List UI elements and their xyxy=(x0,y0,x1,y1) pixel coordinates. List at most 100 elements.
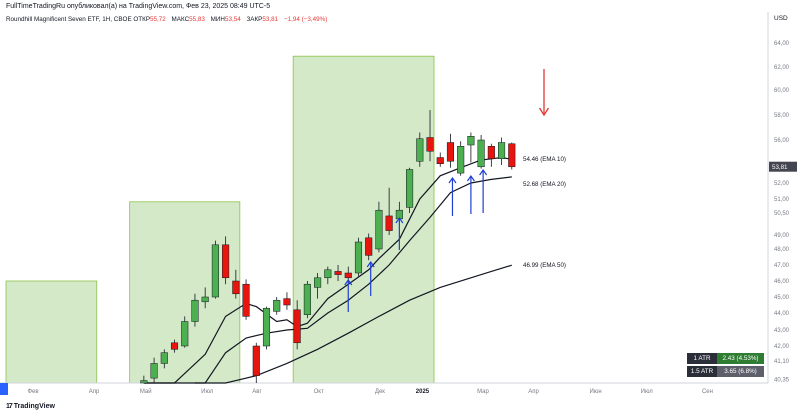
up-arrow-head xyxy=(344,278,353,286)
candle-body-up xyxy=(477,139,485,168)
candle-body-down xyxy=(334,271,342,275)
candle-body-up xyxy=(498,142,506,159)
low-value: 53,54 xyxy=(224,16,241,23)
candle-body-down xyxy=(222,244,230,279)
candle-body-down xyxy=(508,143,516,168)
x-tick-label: Мар xyxy=(477,389,489,395)
ema-label: 46.99 (EMA 50) xyxy=(523,262,566,269)
highlight-zones xyxy=(5,55,435,384)
candle-body-up xyxy=(416,138,424,162)
ema-lines xyxy=(143,156,512,384)
highlight-zone xyxy=(292,55,435,384)
candle xyxy=(487,143,495,167)
candle-body-up xyxy=(181,321,189,347)
y-tick-label: 45,00 xyxy=(774,295,790,301)
candle-body-up xyxy=(191,299,199,322)
candle xyxy=(416,132,424,167)
x-tick-label: Июн xyxy=(590,389,602,395)
low-label: МИН xyxy=(210,16,225,23)
candle xyxy=(375,201,383,253)
candle-body-up xyxy=(303,283,311,315)
up-arrow-head xyxy=(395,216,404,224)
atr-label: 1.5 ATR xyxy=(687,366,717,377)
candle xyxy=(201,287,209,309)
high-label: МАКС xyxy=(171,16,190,23)
candle-body-down xyxy=(293,309,301,344)
candle xyxy=(324,266,332,285)
candle xyxy=(293,300,301,350)
ema-line xyxy=(143,156,512,384)
y-tick-label: 52,00 xyxy=(774,181,790,187)
ema-line xyxy=(195,264,512,384)
candle-body-up xyxy=(314,277,322,288)
price-tag-text: 53,81 xyxy=(772,164,788,171)
candle xyxy=(426,110,434,162)
tradingview-mark-icon: 17 xyxy=(6,403,13,410)
candle-body-down xyxy=(344,272,352,279)
up-arrow xyxy=(344,278,353,312)
candle xyxy=(232,269,240,299)
y-tick-label: 41,10 xyxy=(774,359,790,365)
up-arrow xyxy=(448,176,457,216)
up-arrow xyxy=(479,168,488,213)
x-tick-label: Июл xyxy=(201,389,214,395)
atr-row-1: 1 ATR 2.43 (4.53%) xyxy=(687,353,764,364)
candle xyxy=(334,265,342,281)
y-tick-label: 64,00 xyxy=(774,41,790,47)
candle xyxy=(191,293,199,327)
currency-label: USD xyxy=(774,15,788,22)
x-tick-label: Апр xyxy=(528,389,539,395)
candle-body-down xyxy=(365,237,373,256)
candle-body-up xyxy=(201,296,209,303)
x-tick-label: Июл xyxy=(641,389,654,395)
candle xyxy=(273,297,281,315)
candle-body-down xyxy=(232,280,240,295)
atr-label: 1 ATR xyxy=(687,353,717,364)
publish-caption: FullTimeTradingRu опубликовал(а) на Trad… xyxy=(6,3,271,10)
ema-line xyxy=(143,176,512,384)
candle-body-up xyxy=(160,352,168,364)
price-tag-box xyxy=(769,161,797,172)
candle xyxy=(498,137,506,165)
y-tick-label: 42,00 xyxy=(774,344,790,350)
up-arrow xyxy=(366,260,375,296)
candle xyxy=(314,273,322,299)
candle-body-down xyxy=(252,345,260,376)
x-tick-label: 2025 xyxy=(416,389,430,395)
high-value: 55,83 xyxy=(189,16,205,23)
candle xyxy=(365,233,373,261)
y-tick-label: 60,00 xyxy=(774,88,790,94)
time-axis: Фев Апр Май Июл Авг Окт Дек 2025 Мар Апр Июн Июл Сен xyxy=(27,388,713,395)
down-arrow xyxy=(538,69,550,117)
atr-row-2: 1.5 ATR 3.65 (6.8%) xyxy=(687,366,764,377)
ema-label: 52.68 (EMA 20) xyxy=(523,181,566,188)
y-tick-label: 62,00 xyxy=(774,65,790,71)
x-tick-label: Май xyxy=(140,388,152,395)
candle xyxy=(477,135,485,169)
candle xyxy=(140,375,148,384)
candle xyxy=(467,132,475,163)
candle xyxy=(385,187,393,235)
price-axis: 40,35 41,10 42,00 43,00 44,00 45,00 46,00 47,00… xyxy=(774,41,790,383)
candle-body-down xyxy=(446,142,455,162)
candle xyxy=(160,349,168,369)
candle xyxy=(303,281,311,319)
atr-value: 2.43 (4.53%) xyxy=(717,353,764,364)
x-tick-label: Дек xyxy=(375,389,385,395)
up-arrow-head xyxy=(479,168,488,176)
candle-body-up xyxy=(457,146,465,174)
tradingview-logo[interactable]: 17 TradingView xyxy=(6,403,55,410)
candle-body-up xyxy=(150,363,158,379)
x-tick-label: Сен xyxy=(702,389,713,395)
candle xyxy=(354,237,363,277)
current-price-tag: 53,81 xyxy=(769,161,797,172)
up-arrow xyxy=(466,174,475,214)
y-tick-label: 50,50 xyxy=(774,211,790,217)
y-tick-label: 40,35 xyxy=(774,377,790,383)
y-tick-label: 44,00 xyxy=(774,311,790,317)
candle xyxy=(181,316,189,348)
y-tick-label: 47,00 xyxy=(774,263,790,269)
candle xyxy=(406,167,414,213)
candle-body-up xyxy=(262,307,271,347)
